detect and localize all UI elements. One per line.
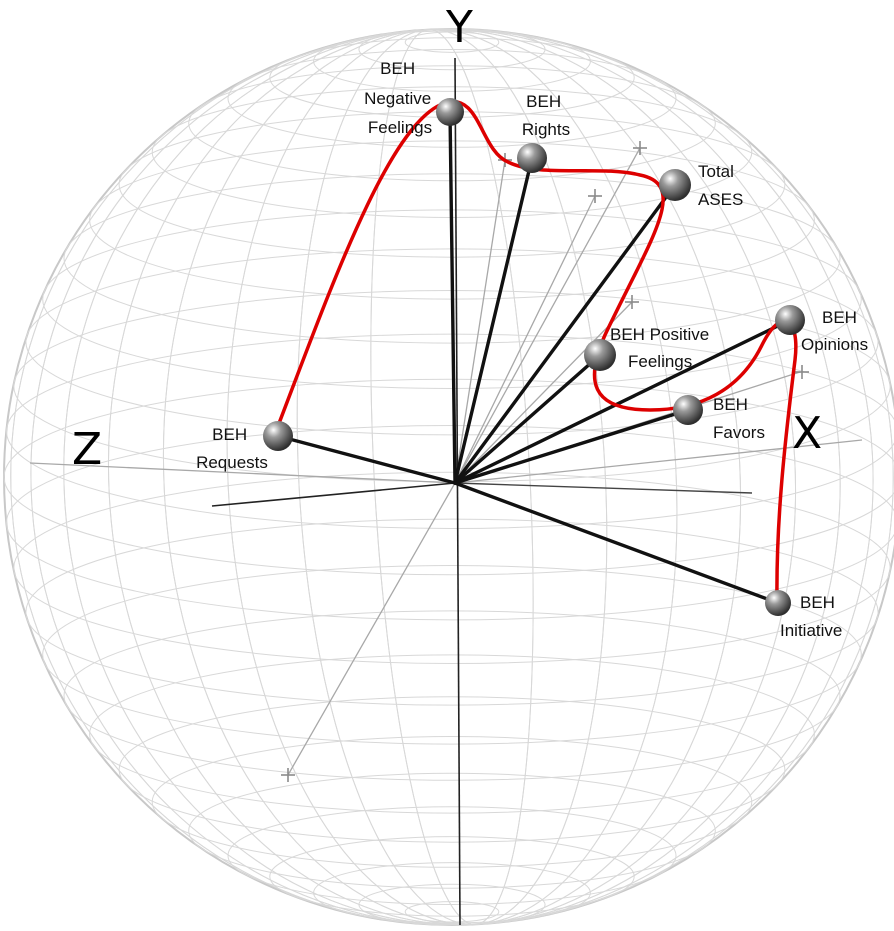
sphere-parallel [227,806,677,905]
label-beh-positive-feelings: BEH Positive Feelings [610,325,714,371]
sphere-parallel [3,378,894,576]
label-beh-favors: BEH Favors [713,395,765,442]
faint-axis-x-ext [454,439,863,484]
cross-marker [281,768,295,782]
faint-vector-lower-left [287,482,456,776]
sphere-parallel [188,772,716,889]
sphere-parallel [63,610,841,781]
node-vectors [276,110,792,605]
node-beh-negative-feelings [436,98,464,126]
sphere-parallel [313,30,591,92]
vector-initiative [453,481,780,605]
sphere-parallel [404,31,500,53]
cross-marker [588,189,602,203]
vector-rights [453,156,534,485]
z-axis-label: Z [72,424,102,475]
vector-requests [276,434,457,485]
label-beh-requests: BEH Requests [196,425,268,472]
faint-vector-2 [454,195,596,484]
wireframe-sphere [3,28,894,926]
sphere-parallel [404,901,500,923]
faint-vector-1 [454,159,506,484]
vector-negative-feelings [448,110,457,485]
cross-marker [633,141,647,155]
x-axis-label: X [792,408,822,459]
label-beh-opinions: BEH Opinions [801,308,868,354]
faint-vector-3 [454,147,641,484]
sphere-parallel [358,883,546,926]
node-beh-positive-feelings [584,339,616,371]
sphere-parallel [6,425,894,621]
vector-favors [453,408,690,485]
label-total-ases: Total ASES [698,162,743,209]
cross-marker [795,365,809,379]
label-beh-initiative: BEH Initiative [780,593,842,640]
node-beh-opinions [775,305,805,335]
sphere-parallel [358,28,546,71]
vector-positive-feelings [453,353,602,485]
sphere-parallel [13,471,891,665]
sphere-parallel [89,654,815,814]
lower-horizontal-line [211,482,456,507]
faint-axis-z-ext [29,462,456,484]
lower-horizontal-line-right [454,482,753,494]
sphere-parallel [118,696,786,843]
sphere-parallel [269,836,635,917]
node-labels: BEH Negative Feelings BEH Rights Total A… [196,59,868,640]
vector-total-ases [453,183,677,485]
label-beh-rights: BEH Rights [522,92,570,139]
node-beh-favors [673,395,703,425]
sphere-parallel [313,862,591,924]
sphere-parallel [151,736,753,868]
cross-marker [625,295,639,309]
label-beh-negative-feelings: BEH Negative Feelings [364,59,436,137]
node-beh-requests [263,421,293,451]
node-total-ases [659,169,691,201]
sphere-parallel [42,565,862,745]
y-axis-label: Y [445,2,473,53]
faint-vector-markers [281,141,809,782]
axes [211,57,753,926]
node-beh-rights [517,143,547,173]
node-beh-initiative [765,590,791,616]
sphere-parallel [25,518,879,706]
faint-vector-4 [454,301,633,484]
nodes [263,98,805,616]
y-axis-line [454,57,461,926]
vector-opinions [453,318,792,485]
